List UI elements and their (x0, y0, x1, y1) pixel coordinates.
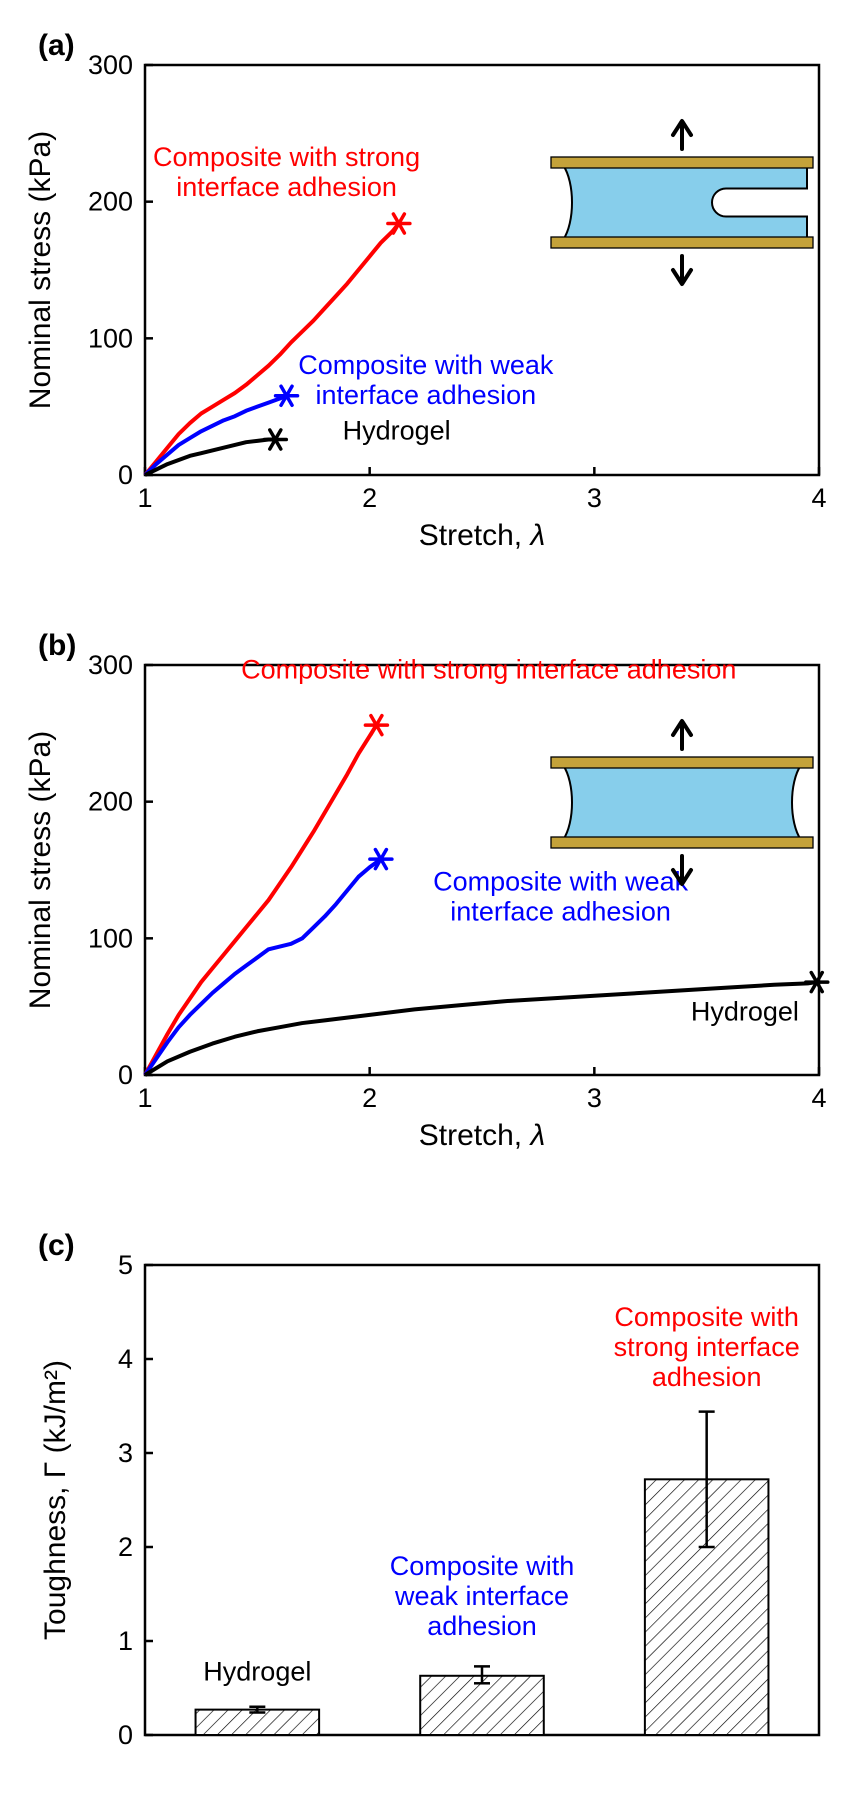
series-label-hydrogel: Hydrogel (691, 996, 799, 1026)
svg-text:5: 5 (118, 1250, 133, 1280)
svg-text:(c): (c) (38, 1229, 75, 1262)
svg-text:Nominal stress (kPa): Nominal stress (kPa) (24, 131, 57, 409)
bar-weak (420, 1676, 544, 1735)
svg-text:1: 1 (137, 483, 152, 513)
svg-text:Nominal stress (kPa): Nominal stress (kPa) (24, 731, 57, 1009)
svg-text:2: 2 (362, 483, 377, 513)
svg-text:200: 200 (88, 187, 133, 217)
bar-label-hydrogel: Hydrogel (203, 1656, 311, 1686)
svg-text:Stretch, λ: Stretch, λ (419, 1119, 545, 1152)
svg-text:4: 4 (811, 1083, 826, 1113)
svg-text:3: 3 (587, 483, 602, 513)
svg-text:300: 300 (88, 50, 133, 80)
svg-text:100: 100 (88, 923, 133, 953)
bar-label-weak: Composite withweak interfaceadhesion (390, 1551, 575, 1641)
inset-schematic (551, 121, 813, 284)
panel-(c): (c) 0 1 2 3 4 5 Toughness, Γ (kJ/m²) Hydrogel Com… (38, 1229, 819, 1750)
series-weak (145, 859, 381, 1075)
panel-(b): (b) 1 2 3 4 0 100 200 300 Stretch, λ Nominal stres… (24, 629, 828, 1152)
svg-text:Stretch, λ: Stretch, λ (419, 519, 545, 552)
series-label-weak: Composite with weakinterface adhesion (298, 350, 554, 410)
panel-(a): (a) 1 2 3 4 0 100 200 300 Stretch, λ Nominal stres… (24, 29, 827, 552)
series-label-weak: Composite with weakinterface adhesion (433, 867, 689, 927)
svg-text:2: 2 (362, 1083, 377, 1113)
panel-label: (a) (38, 29, 75, 62)
series-label-hydrogel: Hydrogel (343, 415, 451, 445)
svg-text:1: 1 (137, 1083, 152, 1113)
svg-text:4: 4 (118, 1344, 133, 1374)
series-label-strong: Composite with stronginterface adhesion (153, 142, 420, 202)
series-label-strong: Composite with strong interface adhesion (241, 655, 736, 685)
svg-text:0: 0 (118, 1060, 133, 1090)
svg-text:Toughness, Γ (kJ/m²): Toughness, Γ (kJ/m²) (39, 1360, 72, 1640)
svg-text:200: 200 (88, 787, 133, 817)
svg-text:100: 100 (88, 323, 133, 353)
svg-text:3: 3 (118, 1438, 133, 1468)
svg-text:0: 0 (118, 460, 133, 490)
svg-text:300: 300 (88, 650, 133, 680)
svg-text:1: 1 (118, 1626, 133, 1656)
inset-schematic (551, 721, 813, 884)
panel-label: (b) (38, 629, 76, 662)
svg-text:4: 4 (811, 483, 826, 513)
svg-text:3: 3 (587, 1083, 602, 1113)
bar-label-strong: Composite withstrong interfaceadhesion (614, 1302, 800, 1392)
svg-text:2: 2 (118, 1532, 133, 1562)
figure-root: (a)12340100200300Stretch, λNominal stres… (0, 0, 864, 1817)
svg-text:0: 0 (118, 1720, 133, 1750)
